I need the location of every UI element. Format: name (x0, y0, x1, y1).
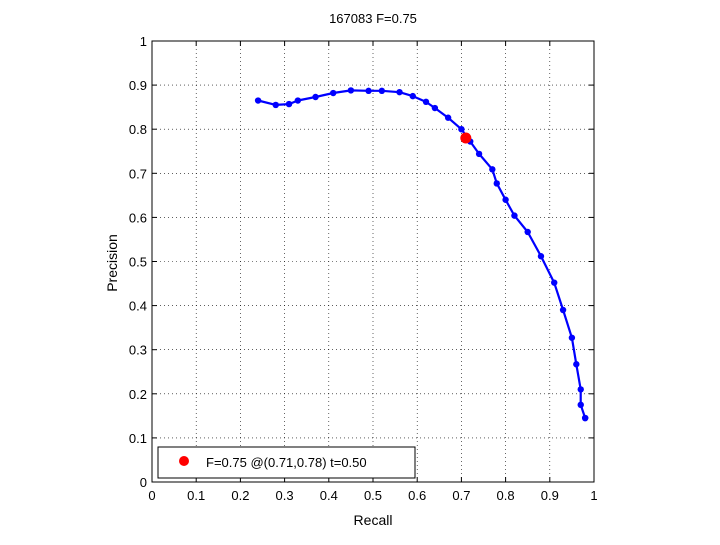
pr-curve-point (573, 361, 580, 368)
x-tick-labels: 0 0.1 0.2 0.3 0.4 0.5 0.6 0.7 0.8 0.9 1 (148, 488, 597, 503)
x-tick-label: 1 (590, 488, 597, 503)
legend-label: F=0.75 @(0.71,0.78) t=0.50 (206, 455, 367, 470)
pr-curve-point (272, 101, 279, 109)
pr-curve-point (568, 334, 576, 341)
y-tick-label: 1 (140, 34, 147, 49)
pr-curve-point (502, 196, 509, 203)
pr-curve-point (577, 386, 584, 393)
y-tick-label: 0.2 (129, 387, 147, 402)
pr-curve-point (559, 306, 567, 314)
pr-curve-point (330, 89, 337, 97)
x-tick-label: 0.4 (320, 488, 338, 503)
x-tick-label: 0.5 (364, 488, 382, 503)
y-tick-label: 0.5 (129, 255, 147, 270)
pr-curve-point (422, 98, 430, 106)
x-tick-label: 0.9 (541, 488, 559, 503)
pr-curve-point (396, 88, 403, 96)
x-tick-label: 0.1 (187, 488, 205, 503)
x-tick-label: 0 (148, 488, 155, 503)
x-axis-label: Recall (354, 512, 393, 528)
legend-marker (179, 456, 189, 466)
pr-curve-point (489, 166, 496, 173)
x-tick-label: 0.7 (452, 488, 470, 503)
y-tick-label: 0.7 (129, 166, 147, 181)
pr-curve-point (458, 126, 465, 133)
y-tick-label: 0.4 (129, 299, 147, 314)
pr-curve-point (444, 114, 452, 121)
pr-curve-point (378, 87, 386, 95)
pr-curve-point (254, 97, 262, 104)
chart-title: 167083 F=0.75 (329, 11, 417, 26)
pr-curve-point (431, 104, 439, 112)
pr-curve-point (294, 97, 302, 104)
y-tick-label: 0.8 (129, 122, 147, 137)
x-tick-label: 0.2 (231, 488, 249, 503)
pr-curve-point (511, 212, 518, 219)
pr-curve-point (577, 401, 584, 409)
tick-marks (151, 40, 595, 483)
y-tick-label: 0 (140, 475, 147, 490)
y-tick-label: 0.9 (129, 78, 147, 93)
y-tick-label: 0.1 (129, 431, 147, 446)
legend: F=0.75 @(0.71,0.78) t=0.50 (157, 446, 416, 479)
x-tick-label: 0.6 (408, 488, 426, 503)
x-tick-label: 0.3 (276, 488, 294, 503)
grid-lines (152, 41, 594, 482)
y-tick-label: 0.6 (129, 210, 147, 225)
pr-curve-point (365, 87, 372, 95)
y-axis-label: Precision (104, 234, 120, 292)
y-tick-labels: 0 0.1 0.2 0.3 0.4 0.5 0.6 0.7 0.8 0.9 1 (129, 34, 147, 490)
pr-curve-point (493, 180, 500, 187)
legend-box (157, 446, 416, 479)
x-tick-label: 0.8 (497, 488, 515, 503)
pr-curve-point (285, 100, 293, 108)
pr-curve-point (475, 150, 483, 158)
pr-curve-point (551, 279, 558, 286)
y-tick-label: 0.3 (129, 343, 147, 358)
pr-curve-point (347, 87, 355, 94)
pr-curve-point (524, 228, 531, 236)
pr-curve-point (409, 92, 416, 100)
pr-curve-point (312, 93, 319, 101)
pr-curve-point (537, 253, 545, 260)
best-f-point (460, 132, 472, 144)
pr-curve-point (581, 414, 589, 422)
